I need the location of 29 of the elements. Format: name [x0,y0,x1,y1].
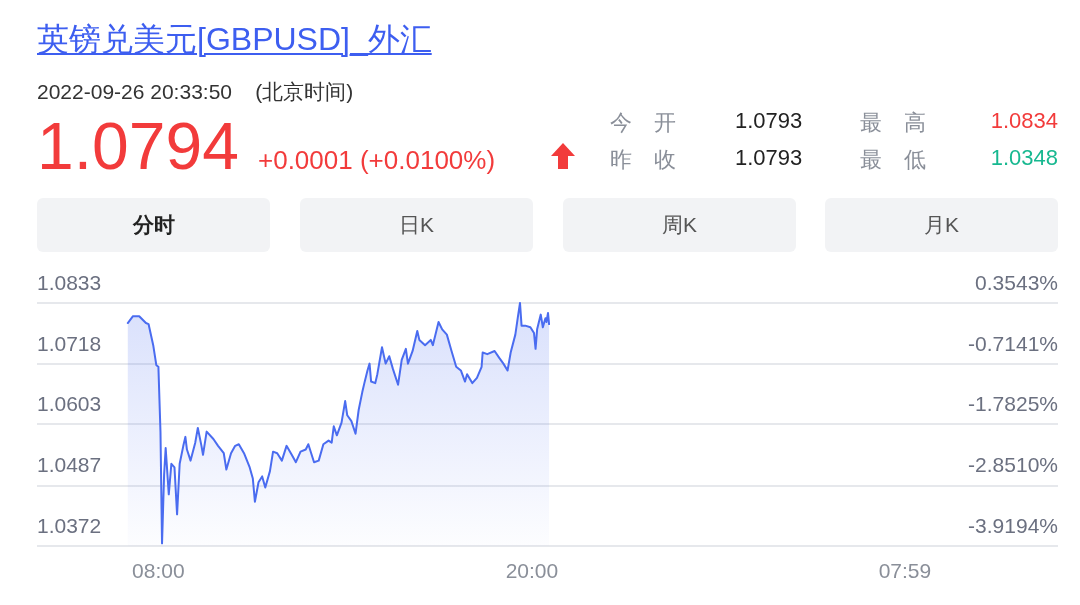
chart-subtitle: 2022-09-26 20:33:50 (北京时间) [37,79,354,105]
text: 1.0348 [990,145,1058,171]
y2-tick-label: -2.8510% [968,453,1058,477]
text: 最 低 [860,146,926,174]
x-tick-label: 20:00 [505,559,559,582]
x-tick-label: 07:59 [878,559,932,582]
text: 今 开 [610,109,676,137]
text: 1.0794 [37,108,239,184]
text: +0.0001 (+0.0100%) [258,145,496,176]
text: 分时 [37,198,270,252]
y-tick-label: 1.0718 [37,331,102,355]
text: 日K [300,198,533,252]
y-tick-label: 1.0833 [37,271,102,294]
y2-tick-label: 0.3543% [975,271,1058,294]
y-tick-label: 1.0603 [37,392,102,416]
text: 最 高 [860,109,926,137]
y2-tick-label: -1.7825% [968,392,1058,416]
y2-tick-label: -3.9194% [968,514,1058,537]
text: 1.0834 [990,108,1058,134]
text: 月K [825,198,1058,252]
y-tick-label: 1.0372 [37,514,102,537]
text: 1.0793 [735,108,803,134]
y-tick-label: 1.0487 [37,453,102,477]
chart-title: 英镑兑美元[GBPUSD]_外汇 [37,20,432,59]
text: 1.0793 [735,145,803,171]
text: 周K [563,198,796,252]
text: 昨 收 [610,146,676,174]
x-tick-label: 08:00 [132,559,185,582]
y2-tick-label: -0.7141% [968,331,1058,355]
